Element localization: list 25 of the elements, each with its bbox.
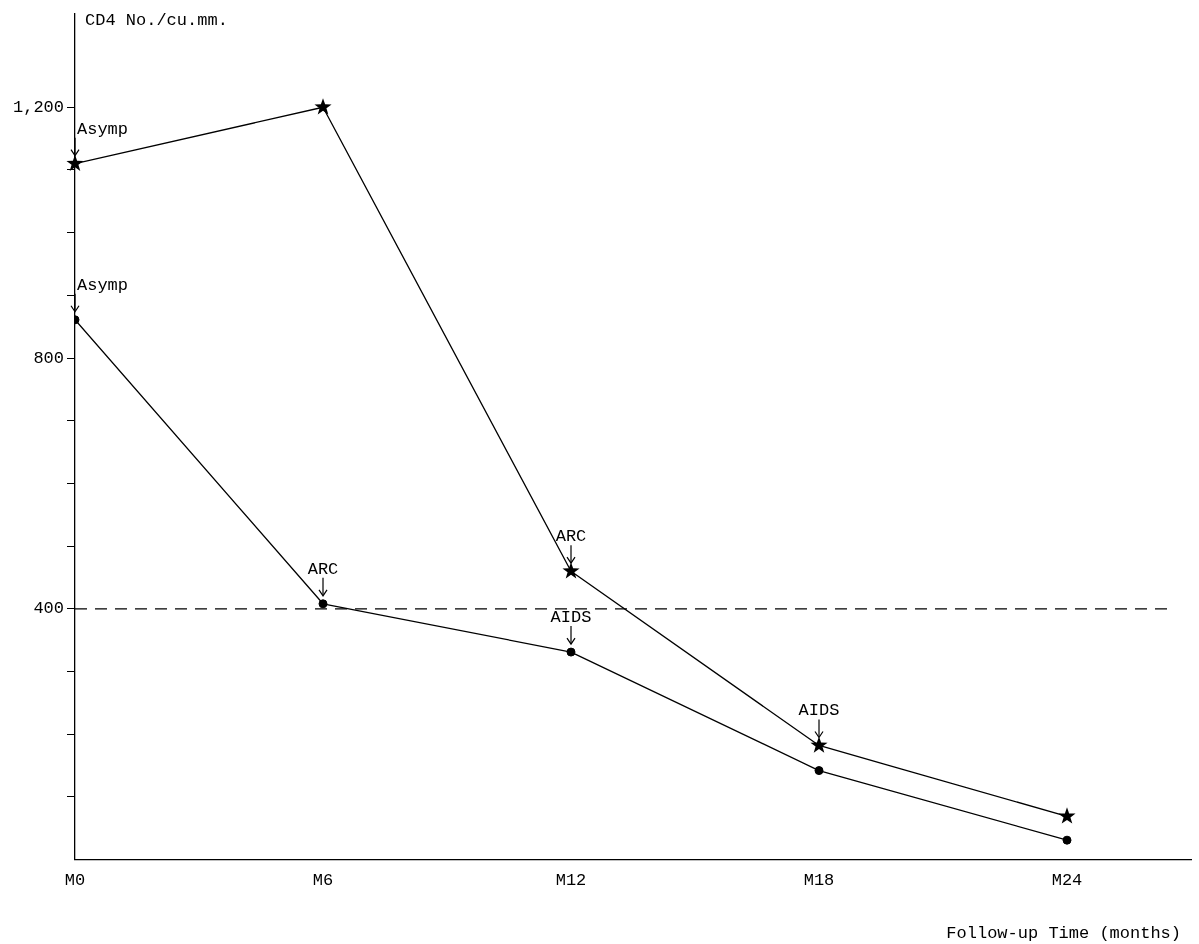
x-tick-label: M6 [312, 871, 334, 891]
annotation: Asymp [77, 119, 129, 139]
annotation: AIDS [798, 701, 840, 721]
point [814, 766, 824, 776]
point [1058, 807, 1076, 824]
point [562, 562, 580, 579]
y-tick-label: 1,200 [12, 97, 65, 117]
annotation: ARC [307, 559, 339, 579]
annotation: AIDS [550, 608, 592, 628]
point [318, 599, 328, 609]
annotation: ARC [555, 527, 587, 547]
x-tick-label: M18 [803, 871, 835, 891]
point [1062, 835, 1072, 845]
x-tick-label: M12 [555, 871, 587, 891]
point [810, 736, 828, 753]
x-tick-label: M24 [1051, 871, 1083, 891]
annotation: Asymp [77, 275, 129, 295]
x-tick-label: M0 [64, 871, 86, 891]
point [566, 647, 576, 657]
x-axis-title: Follow-up Time (months) [946, 923, 1181, 943]
y-axis-title: CD4 No./cu.mm. [85, 11, 228, 31]
y-tick-label: 800 [33, 348, 65, 368]
y-tick-label: 400 [33, 599, 65, 619]
point [66, 154, 84, 171]
point [314, 98, 332, 115]
